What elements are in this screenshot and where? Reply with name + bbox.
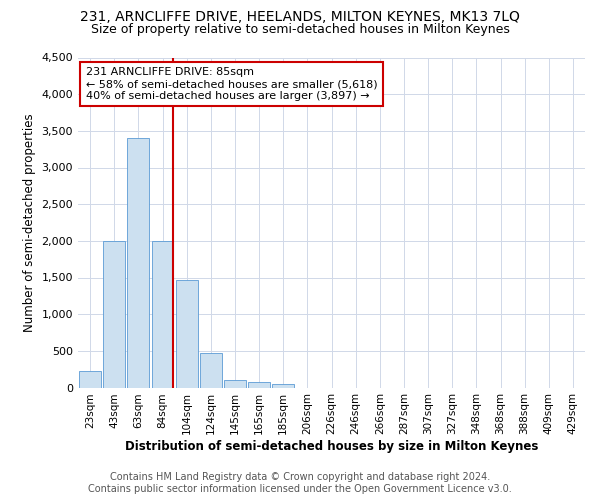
- Bar: [200, 353, 221, 388]
- X-axis label: Distribution of semi-detached houses by size in Milton Keynes: Distribution of semi-detached houses by …: [125, 440, 538, 453]
- Text: 231 ARNCLIFFE DRIVE: 85sqm
← 58% of semi-detached houses are smaller (5,618)
40%: 231 ARNCLIFFE DRIVE: 85sqm ← 58% of semi…: [86, 68, 377, 100]
- Text: Size of property relative to semi-detached houses in Milton Keynes: Size of property relative to semi-detach…: [91, 22, 509, 36]
- Text: Contains HM Land Registry data © Crown copyright and database right 2024.
Contai: Contains HM Land Registry data © Crown c…: [88, 472, 512, 494]
- Bar: [127, 138, 149, 388]
- Bar: [272, 384, 294, 388]
- Bar: [79, 370, 101, 388]
- Bar: [152, 241, 173, 388]
- Bar: [176, 280, 197, 388]
- Y-axis label: Number of semi-detached properties: Number of semi-detached properties: [23, 113, 36, 332]
- Text: 231, ARNCLIFFE DRIVE, HEELANDS, MILTON KEYNES, MK13 7LQ: 231, ARNCLIFFE DRIVE, HEELANDS, MILTON K…: [80, 10, 520, 24]
- Bar: [103, 241, 125, 388]
- Bar: [224, 380, 246, 388]
- Bar: [248, 382, 270, 388]
